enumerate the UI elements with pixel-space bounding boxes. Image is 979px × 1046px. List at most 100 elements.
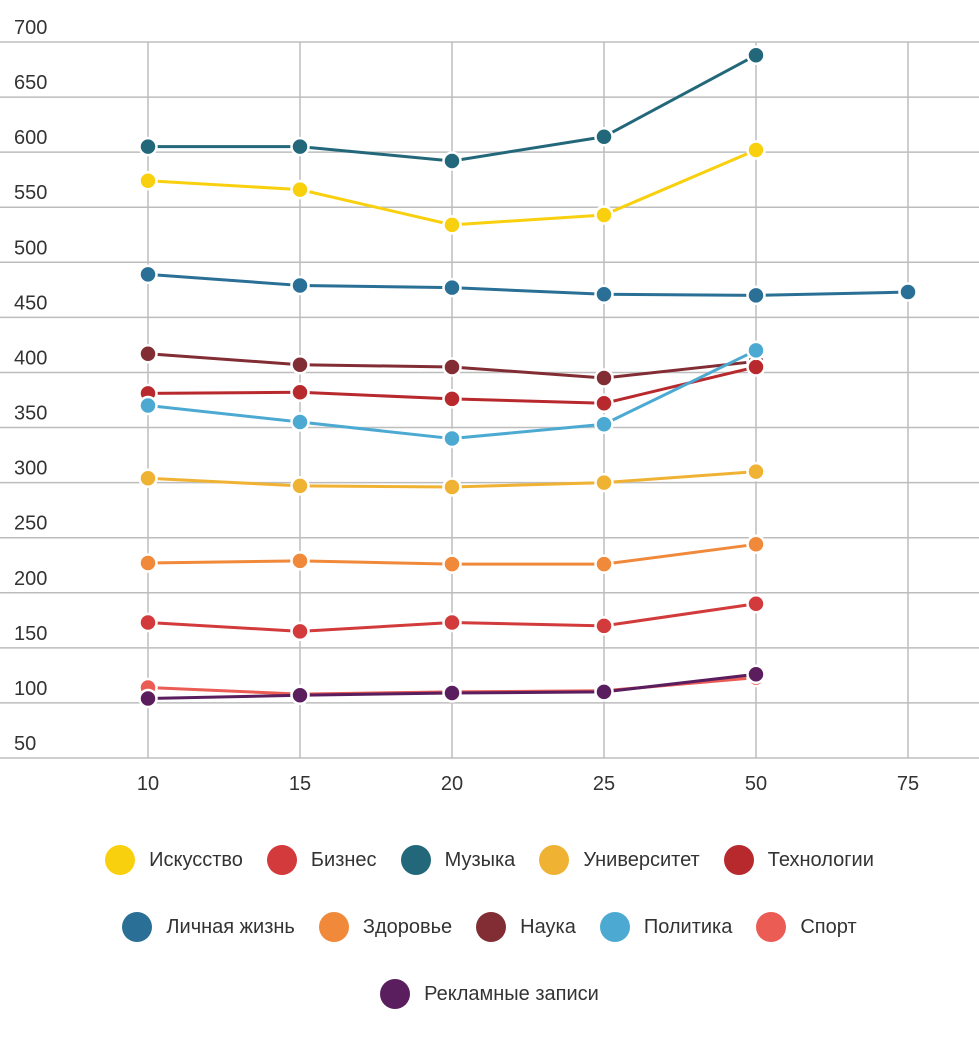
legend-label: Политика bbox=[643, 915, 733, 938]
series-7 bbox=[138, 534, 766, 574]
x-tick-label: 50 bbox=[745, 773, 767, 795]
legend-swatch bbox=[105, 845, 136, 875]
data-point[interactable] bbox=[138, 171, 158, 191]
series-2 bbox=[138, 264, 918, 306]
data-point[interactable] bbox=[746, 357, 766, 377]
series-5 bbox=[138, 340, 766, 449]
legend: Искусство Бизнес Музыка Университет Технолог… bbox=[0, 845, 979, 1046]
legend-item[interactable]: Рекламные записи bbox=[380, 979, 599, 1009]
legend-item[interactable]: Наука bbox=[476, 912, 576, 942]
data-point[interactable] bbox=[594, 205, 614, 225]
data-point[interactable] bbox=[138, 612, 158, 633]
y-tick-label: 100 bbox=[14, 678, 47, 700]
legend-label: Университет bbox=[583, 848, 700, 871]
x-tick-label: 25 bbox=[593, 773, 615, 795]
series-10 bbox=[138, 664, 766, 709]
data-point[interactable] bbox=[898, 282, 918, 302]
data-point[interactable] bbox=[442, 428, 462, 449]
legend-swatch bbox=[318, 912, 349, 942]
data-point[interactable] bbox=[290, 412, 310, 432]
legend-item[interactable]: Музыка bbox=[400, 845, 516, 875]
legend-item[interactable]: Университет bbox=[539, 845, 700, 875]
data-point[interactable] bbox=[442, 477, 462, 497]
y-tick-label: 650 bbox=[14, 72, 47, 94]
data-point[interactable] bbox=[138, 343, 158, 364]
y-tick-label: 350 bbox=[14, 403, 47, 425]
legend-item[interactable]: Политика bbox=[599, 912, 733, 942]
data-point[interactable] bbox=[746, 45, 766, 65]
data-point[interactable] bbox=[138, 136, 158, 157]
x-tick-label: 10 bbox=[137, 773, 159, 795]
data-point[interactable] bbox=[290, 621, 310, 642]
legend-item[interactable]: Искусство bbox=[105, 845, 243, 875]
data-point[interactable] bbox=[594, 616, 614, 636]
data-point[interactable] bbox=[138, 553, 158, 573]
data-point[interactable] bbox=[442, 151, 462, 171]
data-point[interactable] bbox=[442, 277, 462, 298]
data-point[interactable] bbox=[594, 284, 614, 305]
series-line bbox=[147, 272, 909, 297]
data-point[interactable] bbox=[594, 126, 614, 147]
legend-label: Музыка bbox=[444, 848, 516, 871]
legend-swatch bbox=[400, 845, 431, 875]
legend-item[interactable]: Личная жизнь bbox=[122, 912, 295, 942]
data-point[interactable] bbox=[138, 395, 158, 416]
y-tick-label: 250 bbox=[14, 513, 47, 535]
x-tick-label: 15 bbox=[289, 773, 311, 795]
legend-label: Искусство bbox=[149, 848, 243, 871]
legend-label: Спорт bbox=[800, 915, 857, 938]
data-point[interactable] bbox=[594, 393, 614, 414]
data-point[interactable] bbox=[290, 275, 310, 296]
legend-label: Личная жизнь bbox=[166, 915, 295, 938]
data-point[interactable] bbox=[746, 140, 766, 160]
legend-swatch bbox=[539, 845, 570, 875]
data-point[interactable] bbox=[442, 612, 462, 633]
legend-row: Рекламные записи bbox=[0, 979, 979, 1009]
data-point[interactable] bbox=[290, 551, 310, 571]
data-point[interactable] bbox=[594, 414, 614, 434]
legend-item[interactable]: Спорт bbox=[756, 912, 857, 942]
data-point[interactable] bbox=[746, 285, 766, 306]
legend-swatch bbox=[756, 912, 787, 942]
y-axis-ticks: 700 650 600 550 500 450 400 350 300 250 200 150 100 5… bbox=[14, 17, 47, 755]
data-point[interactable] bbox=[594, 554, 614, 574]
legend-swatch bbox=[266, 845, 297, 875]
line-chart: 700 650 600 550 500 450 400 350 300 250 200 150 100 5… bbox=[0, 17, 979, 795]
data-point[interactable] bbox=[290, 355, 310, 375]
data-point[interactable] bbox=[442, 389, 462, 409]
data-point[interactable] bbox=[746, 594, 766, 614]
data-point[interactable] bbox=[138, 468, 158, 488]
y-tick-label: 200 bbox=[14, 568, 47, 590]
data-point[interactable] bbox=[442, 683, 462, 703]
legend-item[interactable]: Технологии bbox=[723, 845, 874, 875]
data-point[interactable] bbox=[442, 215, 462, 235]
legend-swatch bbox=[380, 979, 411, 1009]
data-point[interactable] bbox=[594, 682, 614, 702]
data-point[interactable] bbox=[746, 664, 766, 685]
y-tick-label: 700 bbox=[14, 17, 47, 39]
data-point[interactable] bbox=[594, 368, 614, 388]
data-point[interactable] bbox=[442, 357, 462, 377]
legend-label: Рекламные записи bbox=[424, 982, 599, 1005]
data-point[interactable] bbox=[746, 534, 766, 555]
x-tick-label: 20 bbox=[441, 773, 463, 795]
legend-label: Наука bbox=[520, 915, 576, 938]
data-point[interactable] bbox=[290, 476, 310, 496]
data-point[interactable] bbox=[594, 472, 614, 493]
series-6 bbox=[138, 461, 766, 497]
legend-swatch bbox=[122, 912, 153, 942]
data-point[interactable] bbox=[290, 179, 310, 200]
legend-item[interactable]: Здоровье bbox=[318, 912, 452, 942]
legend-item[interactable]: Бизнес bbox=[266, 845, 377, 875]
data-point[interactable] bbox=[290, 382, 310, 403]
series-layer bbox=[138, 45, 918, 709]
data-point[interactable] bbox=[290, 136, 310, 157]
data-point[interactable] bbox=[442, 554, 462, 574]
data-point[interactable] bbox=[746, 340, 766, 361]
data-point[interactable] bbox=[746, 461, 766, 482]
data-point[interactable] bbox=[138, 688, 158, 709]
data-point[interactable] bbox=[290, 685, 310, 705]
data-point[interactable] bbox=[138, 264, 158, 285]
legend-row: Искусство Бизнес Музыка Университет Технолог… bbox=[0, 845, 979, 875]
legend-swatch bbox=[599, 912, 630, 942]
